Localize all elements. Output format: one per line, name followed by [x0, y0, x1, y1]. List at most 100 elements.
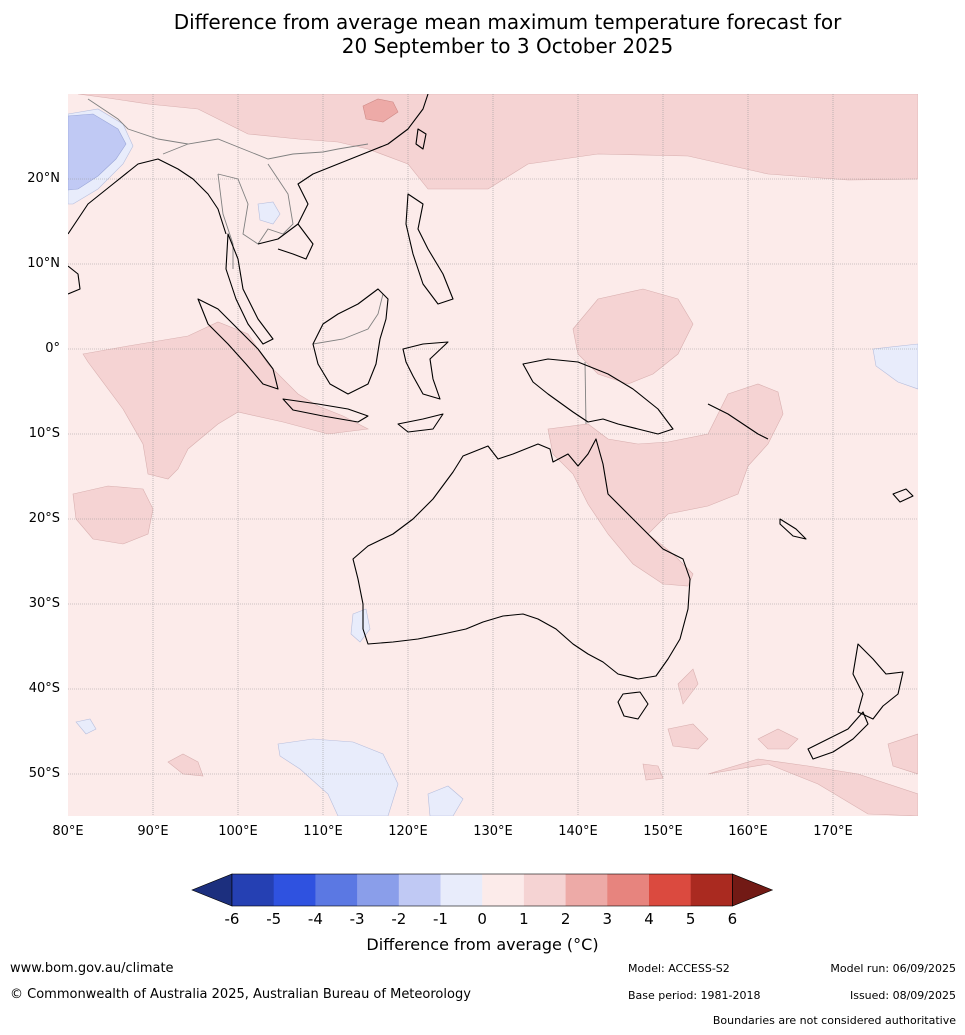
x-tick-150E: 150°E — [643, 824, 683, 839]
colorbar-tick-label: 2 — [560, 910, 571, 928]
x-tick-140E: 140°E — [558, 824, 598, 839]
y-tick-20S: 20°S — [28, 511, 60, 526]
anomaly-region-south-ocean-1 — [667, 723, 709, 750]
anomaly-neg-1-2-india — [68, 113, 127, 191]
coast-fiji — [892, 488, 914, 503]
colorbar-tick-label: 4 — [644, 910, 654, 928]
footer-copyright: © Commonwealth of Australia 2025, Austra… — [10, 987, 471, 1002]
coast-new-guinea — [522, 358, 674, 435]
footer-disclaimer: Boundaries are not considered authoritat… — [712, 1014, 956, 1027]
x-tick-90E: 90°E — [137, 824, 169, 839]
title-line-1: Difference from average mean maximum tem… — [173, 10, 842, 34]
anomaly-region-png-coral-sea — [547, 383, 784, 587]
footer-base-period: Base period: 1981-2018 — [628, 989, 761, 1002]
border-myanmar-thailand — [217, 173, 234, 269]
colorbar-segment — [482, 874, 525, 906]
colorbar-extend-high — [732, 873, 774, 907]
colorbar-segment — [440, 874, 483, 906]
colorbar-tick-label: -5 — [266, 910, 282, 928]
colorbar-segment — [565, 874, 608, 906]
y-tick-0: 0° — [45, 341, 60, 356]
map-title: Difference from average mean maximum tem… — [0, 10, 965, 58]
map-panel — [68, 94, 918, 816]
coast-sumatra — [197, 298, 279, 390]
anomaly-neg-region-central-pacific — [872, 343, 918, 390]
colorbar-extend-low — [191, 873, 233, 907]
colorbar-tick-label: -3 — [349, 910, 365, 928]
border-new-guinea — [584, 361, 587, 425]
x-tick-80E: 80°E — [52, 824, 84, 839]
colorbar-tick-label: -4 — [307, 910, 323, 928]
y-tick-20N: 20°N — [27, 171, 60, 186]
colorbar-tick-label: 1 — [519, 910, 529, 928]
x-tick-110E: 110°E — [303, 824, 343, 839]
colorbar-segment — [398, 874, 441, 906]
anomaly-region-nz-south — [707, 758, 918, 816]
coast-java — [282, 398, 369, 423]
coast-vietnam-south — [277, 223, 314, 260]
coastlines — [68, 94, 914, 760]
coast-north-island-nz — [852, 643, 904, 720]
footer-issued: Issued: 08/09/2025 — [849, 989, 956, 1002]
coast-malay-peninsula — [225, 233, 274, 345]
title-line-2: 20 September to 3 October 2025 — [341, 34, 674, 58]
colorbar-segment — [607, 874, 650, 906]
graticule — [68, 94, 918, 816]
border-china-south — [162, 138, 369, 160]
colorbar-tick-label: 5 — [685, 910, 696, 928]
border-indochina — [217, 163, 294, 245]
x-tick-130E: 130°E — [473, 824, 513, 839]
anomaly-neg-region-indochina — [257, 201, 281, 225]
coast-south-island-nz — [807, 711, 869, 760]
colorbar-segment — [523, 874, 566, 906]
colorbar-segment — [690, 874, 733, 906]
colorbar-tick-label: 0 — [477, 910, 487, 928]
coast-sri-lanka — [68, 265, 81, 295]
y-tick-30S: 30°S — [28, 596, 60, 611]
anomaly-region-nz-east — [887, 733, 918, 775]
country-borders — [87, 98, 587, 425]
colorbar-segment — [273, 874, 316, 906]
anomaly-neg-0-1-regions — [75, 201, 918, 816]
coast-australia — [352, 438, 691, 680]
x-tick-170E: 170°E — [813, 824, 853, 839]
coast-philippines — [405, 193, 454, 305]
colorbar — [191, 873, 774, 907]
coast-tasmania — [617, 691, 649, 720]
coast-india-bay — [68, 158, 227, 235]
coast-indochina — [257, 94, 429, 245]
map-svg — [68, 94, 918, 816]
colorbar-segment — [232, 874, 275, 906]
anomaly-neg-region-southern-ocean-1 — [277, 738, 399, 816]
anomaly-neg-region-south-indian — [75, 718, 97, 735]
anomaly-region-tasman-nz — [757, 728, 799, 750]
anomaly-region-west-indian-ocean — [72, 485, 154, 545]
anomaly-neg-region-southern-ocean-2 — [427, 785, 464, 816]
x-tick-120E: 120°E — [388, 824, 428, 839]
colorbar-tick-label: 3 — [602, 910, 613, 928]
colorbar-frame — [231, 873, 733, 907]
coast-borneo — [312, 288, 389, 395]
y-tick-40S: 40°S — [28, 681, 60, 696]
colorbar-tick-label: -6 — [224, 910, 240, 928]
colorbar-segment — [357, 874, 400, 906]
footer-website: www.bom.gov.au/climate — [10, 961, 174, 976]
y-tick-10N: 10°N — [27, 256, 60, 271]
colorbar-tick-label: 6 — [727, 910, 738, 928]
footer-model: Model: ACCESS-S2 — [628, 962, 730, 975]
coast-new-caledonia — [779, 518, 807, 540]
coast-taiwan — [415, 128, 427, 150]
y-tick-10S: 10°S — [28, 426, 60, 441]
border-borneo — [312, 293, 384, 345]
x-tick-160E: 160°E — [728, 824, 768, 839]
anomaly-region-indian-ocean — [82, 321, 369, 480]
coast-sulawesi — [402, 341, 449, 400]
colorbar-tick-label: -1 — [433, 910, 448, 928]
x-tick-100E: 100°E — [218, 824, 258, 839]
footer-model-run: Model run: 06/09/2025 — [830, 962, 956, 975]
colorbar-segments — [191, 873, 774, 907]
anomaly-region-south-ocean-2 — [167, 753, 204, 777]
y-tick-50S: 50°S — [28, 766, 60, 781]
anomaly-2-3-region-east-china — [362, 98, 399, 123]
coast-solomon-islands — [707, 403, 769, 440]
